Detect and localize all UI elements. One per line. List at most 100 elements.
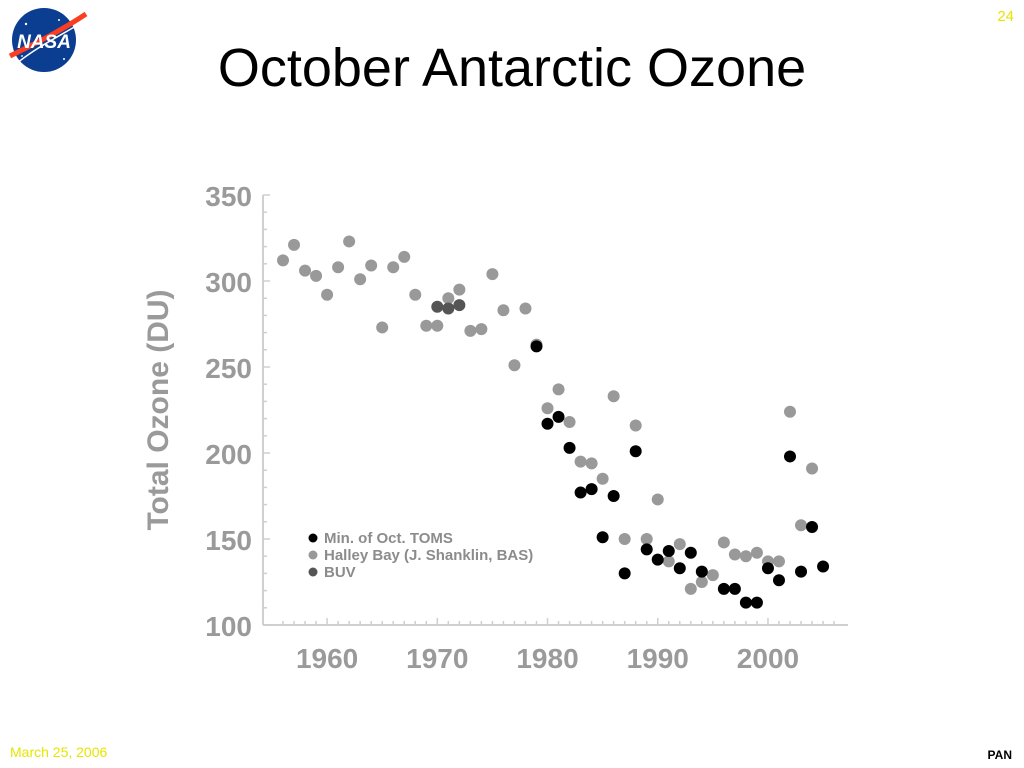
buv-point [431, 300, 444, 313]
y-tick-label: 350 [205, 181, 252, 212]
page-number: 24 [997, 8, 1014, 25]
halley-bay-point [376, 321, 389, 334]
halley-bay-point [717, 536, 730, 549]
toms-point [695, 565, 708, 578]
halley-bay-point [596, 472, 609, 485]
y-tick-label: 300 [205, 267, 252, 298]
toms-point [618, 567, 631, 580]
halley-bay-point [409, 288, 422, 301]
halley-bay-point [299, 264, 312, 277]
data-points [277, 235, 830, 609]
halley-bay-point [695, 576, 708, 588]
halley-bay-point [739, 550, 752, 563]
halley-bay-point [574, 455, 587, 468]
legend-marker-toms [308, 533, 318, 543]
legend-marker-halley-bay [308, 550, 318, 560]
x-tick-label: 1960 [296, 643, 358, 674]
toms-point [739, 596, 752, 609]
halley-bay-point [475, 323, 488, 336]
halley-bay-point [784, 405, 796, 418]
x-tick-label: 1990 [627, 643, 689, 674]
footer-tag: PAN [987, 748, 1012, 762]
y-tick-label: 200 [205, 439, 252, 470]
toms-point [728, 582, 741, 595]
x-tick-label: 1980 [516, 643, 578, 674]
halley-bay-point [728, 548, 741, 561]
x-tick-label: 2000 [737, 643, 799, 674]
toms-point [541, 417, 554, 430]
toms-point [717, 582, 730, 595]
halley-bay-point [420, 319, 433, 332]
halley-bay-point [508, 359, 521, 372]
buv-point [442, 302, 455, 315]
halley-bay-point [640, 533, 653, 545]
buv-point [453, 299, 466, 312]
halley-bay-point [706, 569, 719, 582]
toms-point [607, 490, 620, 502]
nasa-logo-text: NASA [17, 32, 71, 53]
plot-axes: 100 150 200 250 300 350 1960 1970 1980 1990 2000 [205, 181, 848, 674]
halley-bay-point [552, 383, 565, 396]
toms-point [585, 483, 598, 496]
halley-bay-point [497, 304, 510, 317]
toms-point [552, 410, 565, 423]
halley-bay-point [310, 269, 323, 282]
halley-bay-point [277, 254, 289, 267]
toms-point [662, 545, 675, 558]
y-axis-label: Total Ozone (DU) [142, 289, 175, 530]
slide-date: March 25, 2006 [10, 744, 108, 760]
toms-point [750, 596, 763, 609]
toms-point [806, 520, 819, 533]
halley-bay-point [398, 250, 411, 263]
toms-point [629, 445, 642, 458]
halley-bay-point [519, 302, 532, 315]
halley-bay-point [585, 457, 598, 470]
halley-bay-point [343, 235, 356, 248]
toms-point [772, 574, 785, 587]
toms-point [817, 560, 830, 573]
legend-label-halley-bay: Halley Bay (J. Shanklin, BAS) [324, 547, 533, 564]
halley-bay-point [365, 259, 378, 272]
x-tick-label: 1970 [406, 643, 468, 674]
toms-point [596, 531, 609, 544]
halley-bay-point [795, 519, 808, 532]
halley-bay-point [629, 419, 642, 432]
legend-label-buv: BUV [324, 564, 356, 581]
y-tick-label: 150 [205, 525, 252, 556]
halley-bay-point [332, 261, 345, 274]
toms-point [651, 553, 664, 566]
toms-point [784, 450, 796, 463]
halley-bay-point [442, 292, 455, 305]
toms-point [563, 441, 576, 454]
halley-bay-point [453, 283, 466, 296]
halley-bay-point [607, 390, 620, 403]
toms-point [795, 565, 808, 578]
toms-point [761, 562, 774, 575]
halley-bay-point [387, 261, 400, 274]
halley-bay-point [354, 273, 367, 286]
toms-point [640, 543, 653, 556]
toms-point [530, 340, 543, 353]
slide-title: October Antarctic Ozone [217, 38, 807, 98]
halley-bay-point [288, 238, 301, 251]
halley-bay-point [321, 288, 334, 301]
toms-point [684, 546, 697, 559]
toms-point [673, 562, 686, 575]
halley-bay-point [618, 533, 631, 545]
halley-bay-point [772, 555, 785, 568]
halley-bay-point [673, 538, 686, 551]
halley-bay-point [662, 555, 675, 568]
legend-marker-buv [308, 567, 318, 577]
halley-bay-point [464, 324, 477, 337]
halley-bay-point [563, 416, 576, 429]
halley-bay-point [684, 582, 697, 595]
halley-bay-point [750, 546, 763, 559]
halley-bay-point [651, 493, 664, 506]
y-tick-label: 250 [205, 353, 252, 384]
toms-point [574, 486, 587, 499]
halley-bay-point [541, 402, 554, 415]
halley-bay-point [806, 462, 819, 475]
halley-bay-point [486, 268, 499, 281]
